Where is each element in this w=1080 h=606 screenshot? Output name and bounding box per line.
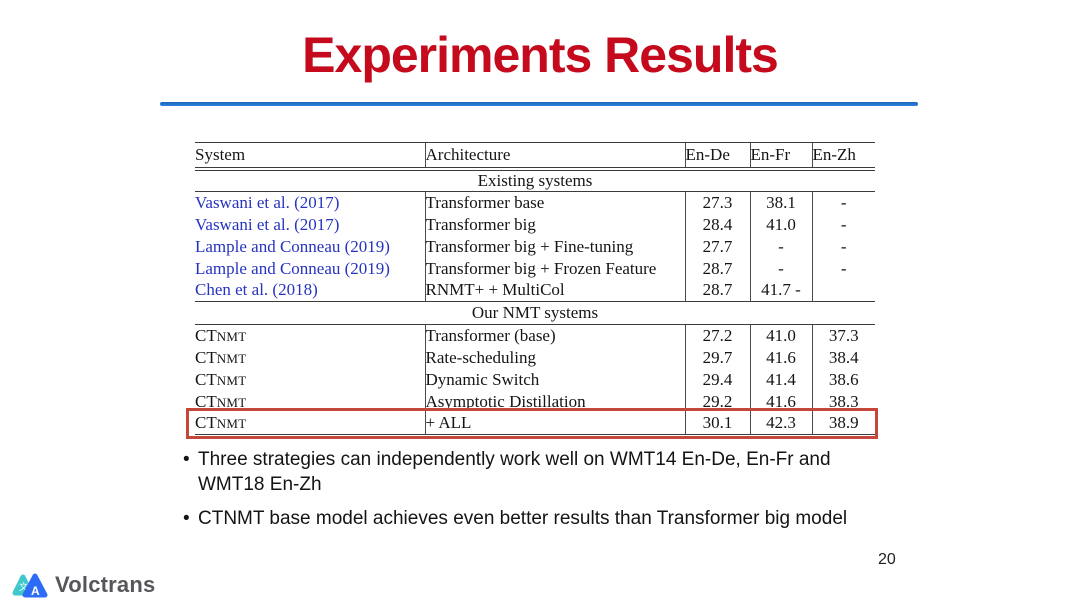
cell-architecture: Rate-scheduling bbox=[424, 346, 685, 369]
system-name-smallcaps: NMT bbox=[216, 394, 247, 410]
system-name: CT bbox=[195, 413, 217, 433]
column-header-en-fr: En-Fr bbox=[749, 142, 812, 171]
results-table: System Architecture En-De En-Fr En-Zh Ex… bbox=[195, 142, 875, 435]
system-name: CT bbox=[195, 391, 217, 411]
cell-en-de: 29.7 bbox=[684, 346, 750, 369]
cell-en-de: 30.1 bbox=[684, 412, 750, 435]
cell-architecture: Asymptotic Distillation bbox=[424, 390, 685, 413]
cell-system: CTNMT bbox=[195, 347, 425, 369]
cell-architecture: Transformer base bbox=[424, 191, 685, 214]
column-header-en-zh: En-Zh bbox=[811, 142, 875, 171]
cell-architecture: Transformer big + Frozen Feature bbox=[424, 257, 685, 280]
column-header-system: System bbox=[195, 142, 425, 171]
table-row: Lample and Conneau (2019) Transformer bi… bbox=[195, 257, 875, 280]
cell-system: Lample and Conneau (2019) bbox=[195, 236, 390, 256]
bullet-text: CTNMT base model achieves even better re… bbox=[198, 508, 848, 530]
cell-en-fr: 41.0 bbox=[749, 324, 812, 347]
system-name-smallcaps: NMT bbox=[216, 372, 247, 388]
cell-system: Lample and Conneau (2019) bbox=[195, 258, 390, 278]
cell-en-zh: 37.3 bbox=[811, 324, 875, 347]
section-label: Existing systems bbox=[195, 168, 875, 192]
cell-system: Vaswani et al. (2017) bbox=[195, 214, 340, 234]
cell-system: CTNMT bbox=[195, 391, 425, 413]
bullet-text: Three strategies can independently work … bbox=[198, 449, 831, 496]
cell-en-fr: 41.7 - bbox=[749, 279, 812, 302]
logo-text: Volctrans bbox=[55, 572, 156, 597]
cell-en-de: 29.4 bbox=[684, 368, 750, 391]
cell-en-de: 28.4 bbox=[684, 213, 750, 236]
cell-architecture: Transformer big bbox=[424, 213, 685, 236]
svg-text:文: 文 bbox=[19, 581, 28, 593]
column-header-en-de: En-De bbox=[684, 142, 750, 171]
cell-en-de: 27.3 bbox=[684, 191, 750, 214]
cell-architecture: Dynamic Switch bbox=[424, 368, 685, 391]
system-name-smallcaps: NMT bbox=[216, 328, 247, 344]
table-row: CTNMT Rate-scheduling 29.7 41.6 38.4 bbox=[195, 346, 875, 369]
cell-en-fr: 41.6 bbox=[749, 390, 812, 413]
cell-en-fr: - bbox=[749, 257, 812, 280]
cell-en-fr: 38.1 bbox=[749, 191, 812, 214]
section-header-existing-systems: Existing systems bbox=[195, 168, 875, 192]
cell-en-zh: 38.4 bbox=[811, 346, 875, 369]
volctrans-triangles-icon: 文 A bbox=[12, 573, 48, 598]
table-row-highlighted: CTNMT + ALL 30.1 42.3 38.9 bbox=[195, 412, 875, 435]
cell-system: CTNMT bbox=[195, 325, 425, 347]
cell-en-de: 29.2 bbox=[684, 390, 750, 413]
table-row: CTNMT Asymptotic Distillation 29.2 41.6 … bbox=[195, 390, 875, 413]
cell-architecture: Transformer (base) bbox=[424, 324, 685, 347]
cell-en-zh: - bbox=[811, 191, 875, 214]
bullet-list: • Three strategies can independently wor… bbox=[183, 447, 891, 540]
cell-en-de: 27.2 bbox=[684, 324, 750, 347]
cell-system: CTNMT bbox=[195, 369, 425, 391]
table-row: CTNMT Transformer (base) 27.2 41.0 37.3 bbox=[195, 324, 875, 347]
bullet-marker: • bbox=[183, 449, 190, 470]
cell-en-zh: - bbox=[811, 213, 875, 236]
bullet-item: • CTNMT base model achieves even better … bbox=[183, 506, 891, 531]
page-title: Experiments Results bbox=[302, 27, 779, 83]
cell-en-fr: 42.3 bbox=[749, 412, 812, 435]
cell-architecture: RNMT+ + MultiCol bbox=[424, 279, 685, 302]
cell-en-fr: 41.6 bbox=[749, 346, 812, 369]
cell-en-de: 28.7 bbox=[684, 279, 750, 302]
cell-architecture: Transformer big + Fine-tuning bbox=[424, 235, 685, 258]
table-row: Chen et al. (2018) RNMT+ + MultiCol 28.7… bbox=[195, 279, 875, 302]
table-row: CTNMT Dynamic Switch 29.4 41.4 38.6 bbox=[195, 368, 875, 391]
bullet-item: • Three strategies can independently wor… bbox=[183, 447, 891, 497]
cell-en-fr: - bbox=[749, 235, 812, 258]
section-label: Our NMT systems bbox=[195, 301, 875, 325]
cell-en-de: 28.7 bbox=[684, 257, 750, 280]
cell-en-fr: 41.0 bbox=[749, 213, 812, 236]
cell-system: Vaswani et al. (2017) bbox=[195, 192, 340, 212]
page-number: 20 bbox=[878, 551, 896, 568]
svg-text:A: A bbox=[31, 584, 40, 598]
cell-architecture: + ALL bbox=[424, 412, 685, 435]
table-header-row: System Architecture En-De En-Fr En-Zh bbox=[195, 142, 875, 171]
cell-system: Chen et al. (2018) bbox=[195, 280, 318, 300]
system-name-smallcaps: NMT bbox=[216, 350, 247, 366]
column-header-architecture: Architecture bbox=[424, 142, 685, 171]
cell-en-zh: - bbox=[811, 257, 875, 280]
cell-en-zh bbox=[811, 279, 875, 302]
system-name-smallcaps: NMT bbox=[216, 416, 247, 432]
table-row: Vaswani et al. (2017) Transformer base 2… bbox=[195, 191, 875, 214]
table-row: Vaswani et al. (2017) Transformer big 28… bbox=[195, 213, 875, 236]
cell-en-zh: 38.9 bbox=[811, 412, 875, 435]
cell-en-fr: 41.4 bbox=[749, 368, 812, 391]
cell-system: CTNMT bbox=[195, 412, 425, 435]
bullet-marker: • bbox=[183, 508, 190, 530]
section-header-our-nmt-systems: Our NMT systems bbox=[195, 301, 875, 325]
table-row: Lample and Conneau (2019) Transformer bi… bbox=[195, 235, 875, 258]
cell-en-zh: 38.3 bbox=[811, 390, 875, 413]
cell-en-de: 27.7 bbox=[684, 235, 750, 258]
system-name: CT bbox=[195, 325, 217, 345]
system-name: CT bbox=[195, 347, 217, 367]
system-name: CT bbox=[195, 369, 217, 389]
cell-en-zh: 38.6 bbox=[811, 368, 875, 391]
volctrans-logo: 文 A Volctrans bbox=[12, 571, 155, 599]
title-divider-line bbox=[160, 102, 918, 106]
cell-en-zh: - bbox=[811, 235, 875, 258]
